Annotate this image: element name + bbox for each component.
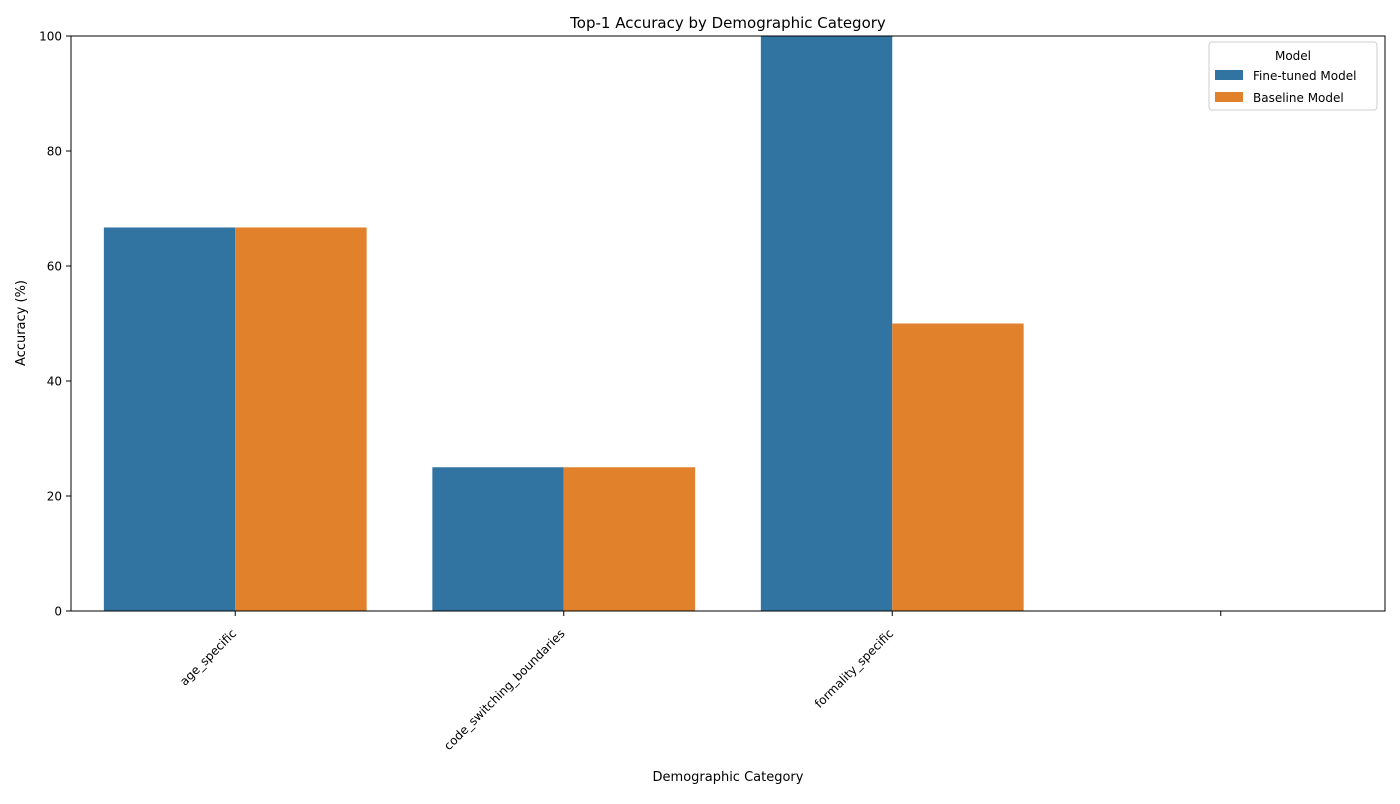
legend-label: Fine-tuned Model <box>1253 69 1356 83</box>
bars-layer <box>103 36 1024 611</box>
bar-code_switching_boundaries-0 <box>432 467 564 611</box>
y-tick-label: 80 <box>47 145 62 159</box>
y-tick-label: 40 <box>47 375 62 389</box>
bar-formality_specific-1 <box>892 323 1024 611</box>
legend: Model Fine-tuned Model Baseline Model <box>1208 41 1378 111</box>
y-tick-label: 20 <box>47 490 62 504</box>
plot-frame <box>70 35 1386 612</box>
bar-formality_specific-0 <box>760 36 893 611</box>
legend-swatch <box>1215 92 1243 102</box>
chart-title: Top-1 Accuracy by Demographic Category <box>569 14 886 32</box>
bar-code_switching_boundaries-1 <box>563 467 696 611</box>
legend-label: Baseline Model <box>1253 91 1344 105</box>
bar-age_specific-0 <box>103 227 236 611</box>
y-tick-label: 60 <box>47 260 62 274</box>
x-tick-label: age_specific <box>177 626 239 688</box>
x-tick-label: code_switching_boundaries <box>441 626 567 752</box>
x-tick-label: formality_specific <box>812 626 896 710</box>
legend-items: Fine-tuned Model Baseline Model <box>1215 69 1356 105</box>
y-axis-label: Accuracy (%) <box>14 280 29 366</box>
x-axis-label: Demographic Category <box>653 770 804 785</box>
bar-age_specific-1 <box>235 227 367 611</box>
y-tick-label: 0 <box>54 605 62 619</box>
y-tick-label: 100 <box>39 30 62 44</box>
legend-frame <box>1208 41 1378 111</box>
legend-swatch <box>1215 70 1243 80</box>
legend-title: Model <box>1275 49 1311 63</box>
